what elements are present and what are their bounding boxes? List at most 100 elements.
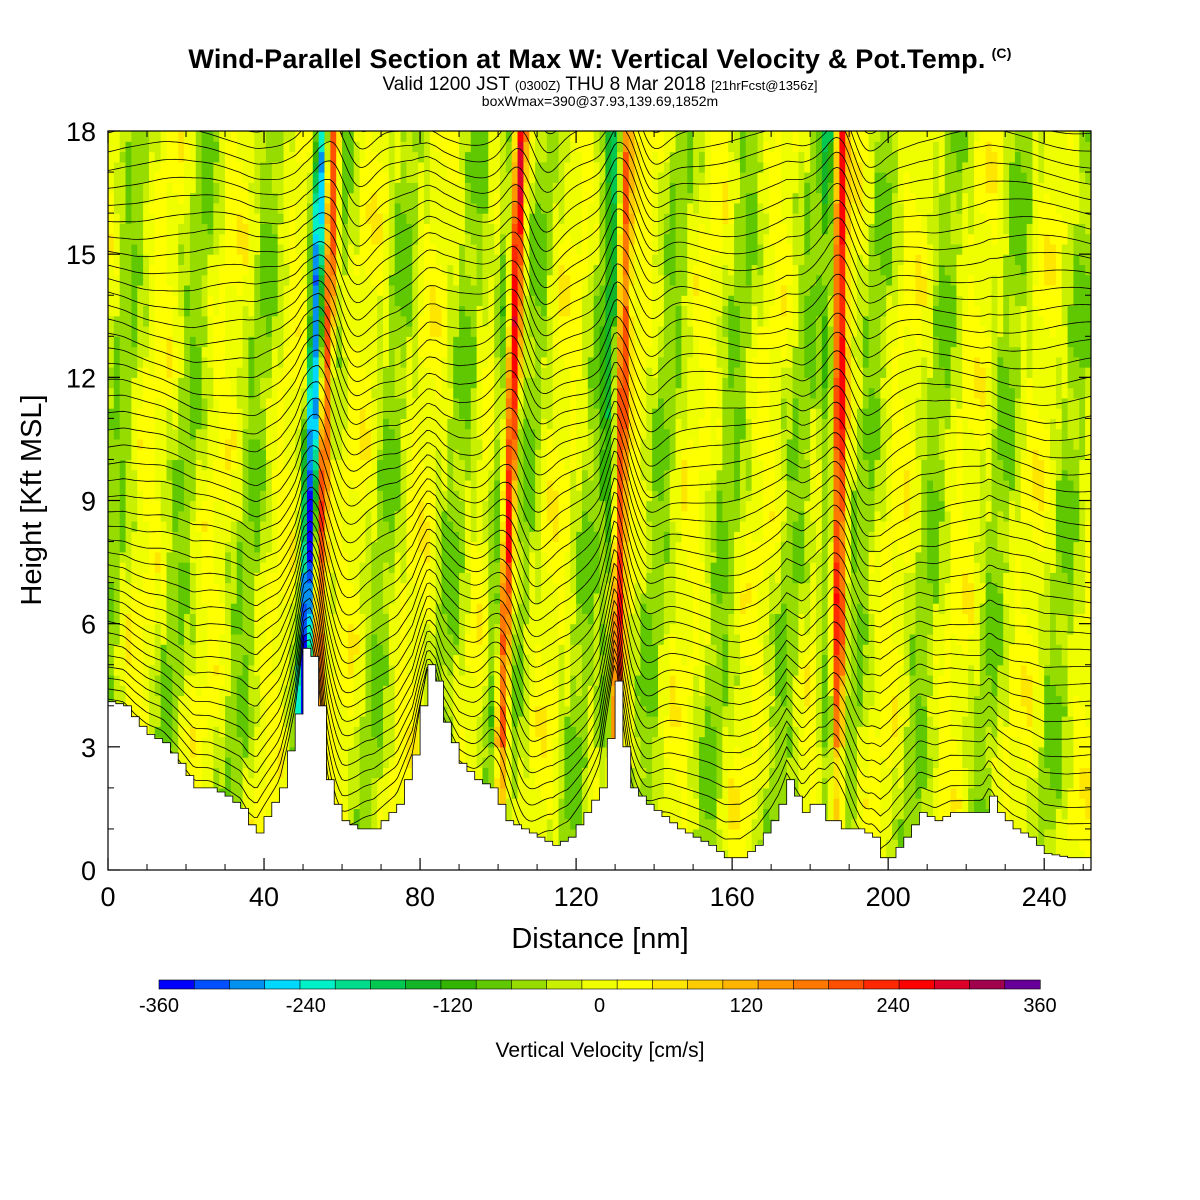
- velocity-cell: [260, 336, 267, 348]
- velocity-cell: [160, 613, 168, 625]
- velocity-cell: [242, 664, 250, 676]
- velocity-cell: [400, 161, 408, 173]
- velocity-cell: [505, 356, 513, 368]
- velocity-cell: [207, 736, 214, 748]
- velocity-cell: [154, 356, 162, 368]
- velocity-cell: [108, 685, 115, 697]
- velocity-cell: [242, 603, 250, 614]
- velocity-cell: [336, 736, 343, 748]
- velocity-cell: [505, 705, 513, 717]
- velocity-cell: [248, 449, 255, 461]
- velocity-cell: [377, 613, 384, 625]
- velocity-cell: [219, 131, 226, 142]
- velocity-cell: [148, 336, 156, 348]
- velocity-cell: [265, 705, 273, 717]
- velocity-cell: [172, 387, 179, 399]
- velocity-cell: [242, 346, 250, 358]
- velocity-cell: [119, 408, 127, 419]
- velocity-cell: [289, 562, 296, 573]
- velocity-cell: [119, 172, 127, 183]
- velocity-cell: [131, 479, 138, 491]
- velocity-cell: [306, 131, 314, 142]
- velocity-cell: [347, 490, 355, 502]
- velocity-cell: [160, 510, 168, 522]
- velocity-cell: [388, 336, 396, 348]
- velocity-cell: [406, 541, 413, 553]
- velocity-cell: [137, 141, 144, 153]
- velocity-cell: [494, 367, 501, 378]
- velocity-cell: [166, 305, 173, 317]
- velocity-cell: [429, 161, 437, 173]
- velocity-cell: [347, 603, 355, 614]
- velocity-cell: [271, 367, 279, 378]
- velocity-cell: [172, 377, 179, 389]
- velocity-cell: [260, 264, 267, 276]
- velocity-cell: [353, 428, 361, 440]
- velocity-cell: [137, 510, 144, 522]
- velocity-cell: [184, 151, 191, 163]
- velocity-cell: [184, 213, 191, 224]
- velocity-cell: [365, 336, 372, 348]
- velocity-cell: [201, 346, 209, 358]
- velocity-cell: [254, 367, 261, 378]
- velocity-cell: [143, 397, 150, 409]
- velocity-cell: [295, 469, 302, 481]
- velocity-cell: [230, 469, 238, 481]
- velocity-cell: [289, 490, 296, 502]
- velocity-cell: [505, 192, 513, 204]
- velocity-cell: [184, 243, 191, 255]
- velocity-cell: [178, 469, 185, 481]
- velocity-cell: [201, 131, 209, 142]
- velocity-cell: [289, 336, 296, 348]
- velocity-cell: [365, 131, 372, 142]
- velocity-cell: [488, 295, 495, 307]
- velocity-cell: [242, 202, 250, 214]
- velocity-cell: [388, 664, 396, 676]
- velocity-cell: [225, 521, 232, 532]
- velocity-cell: [359, 449, 367, 461]
- velocity-cell: [137, 551, 144, 563]
- velocity-cell: [108, 284, 115, 296]
- velocity-cell: [371, 418, 378, 430]
- velocity-cell: [447, 521, 454, 532]
- velocity-cell: [172, 613, 179, 625]
- velocity-cell: [447, 295, 454, 307]
- velocity-cell: [447, 182, 454, 194]
- velocity-cell: [271, 161, 279, 173]
- velocity-cell: [330, 213, 337, 224]
- velocity-cell: [342, 541, 349, 553]
- velocity-cell: [113, 151, 121, 163]
- velocity-cell: [482, 213, 489, 224]
- velocity-cell: [406, 767, 413, 779]
- velocity-cell: [166, 664, 173, 676]
- velocity-cell: [219, 141, 226, 153]
- velocity-cell: [500, 151, 507, 163]
- velocity-cell: [189, 243, 197, 255]
- velocity-cell: [195, 767, 203, 779]
- velocity-cell: [441, 161, 448, 173]
- velocity-cell: [330, 346, 337, 358]
- velocity-cell: [108, 654, 115, 666]
- velocity-cell: [277, 295, 285, 307]
- velocity-cell: [470, 192, 478, 204]
- velocity-cell: [189, 295, 197, 307]
- velocity-cell: [470, 490, 478, 502]
- velocity-cell: [207, 172, 214, 183]
- velocity-cell: [318, 377, 326, 389]
- velocity-cell: [148, 213, 156, 224]
- velocity-cell: [248, 490, 255, 502]
- velocity-cell: [494, 192, 501, 204]
- velocity-cell: [412, 479, 419, 491]
- velocity-cell: [178, 223, 185, 235]
- velocity-cell: [394, 521, 402, 532]
- velocity-cell: [260, 479, 267, 491]
- velocity-cell: [488, 654, 495, 666]
- velocity-cell: [137, 213, 144, 224]
- velocity-cell: [201, 746, 209, 758]
- velocity-cell: [406, 705, 413, 717]
- velocity-cell: [108, 367, 115, 378]
- velocity-cell: [289, 346, 296, 358]
- velocity-cell: [271, 644, 279, 656]
- velocity-cell: [342, 131, 349, 142]
- velocity-cell: [125, 531, 132, 543]
